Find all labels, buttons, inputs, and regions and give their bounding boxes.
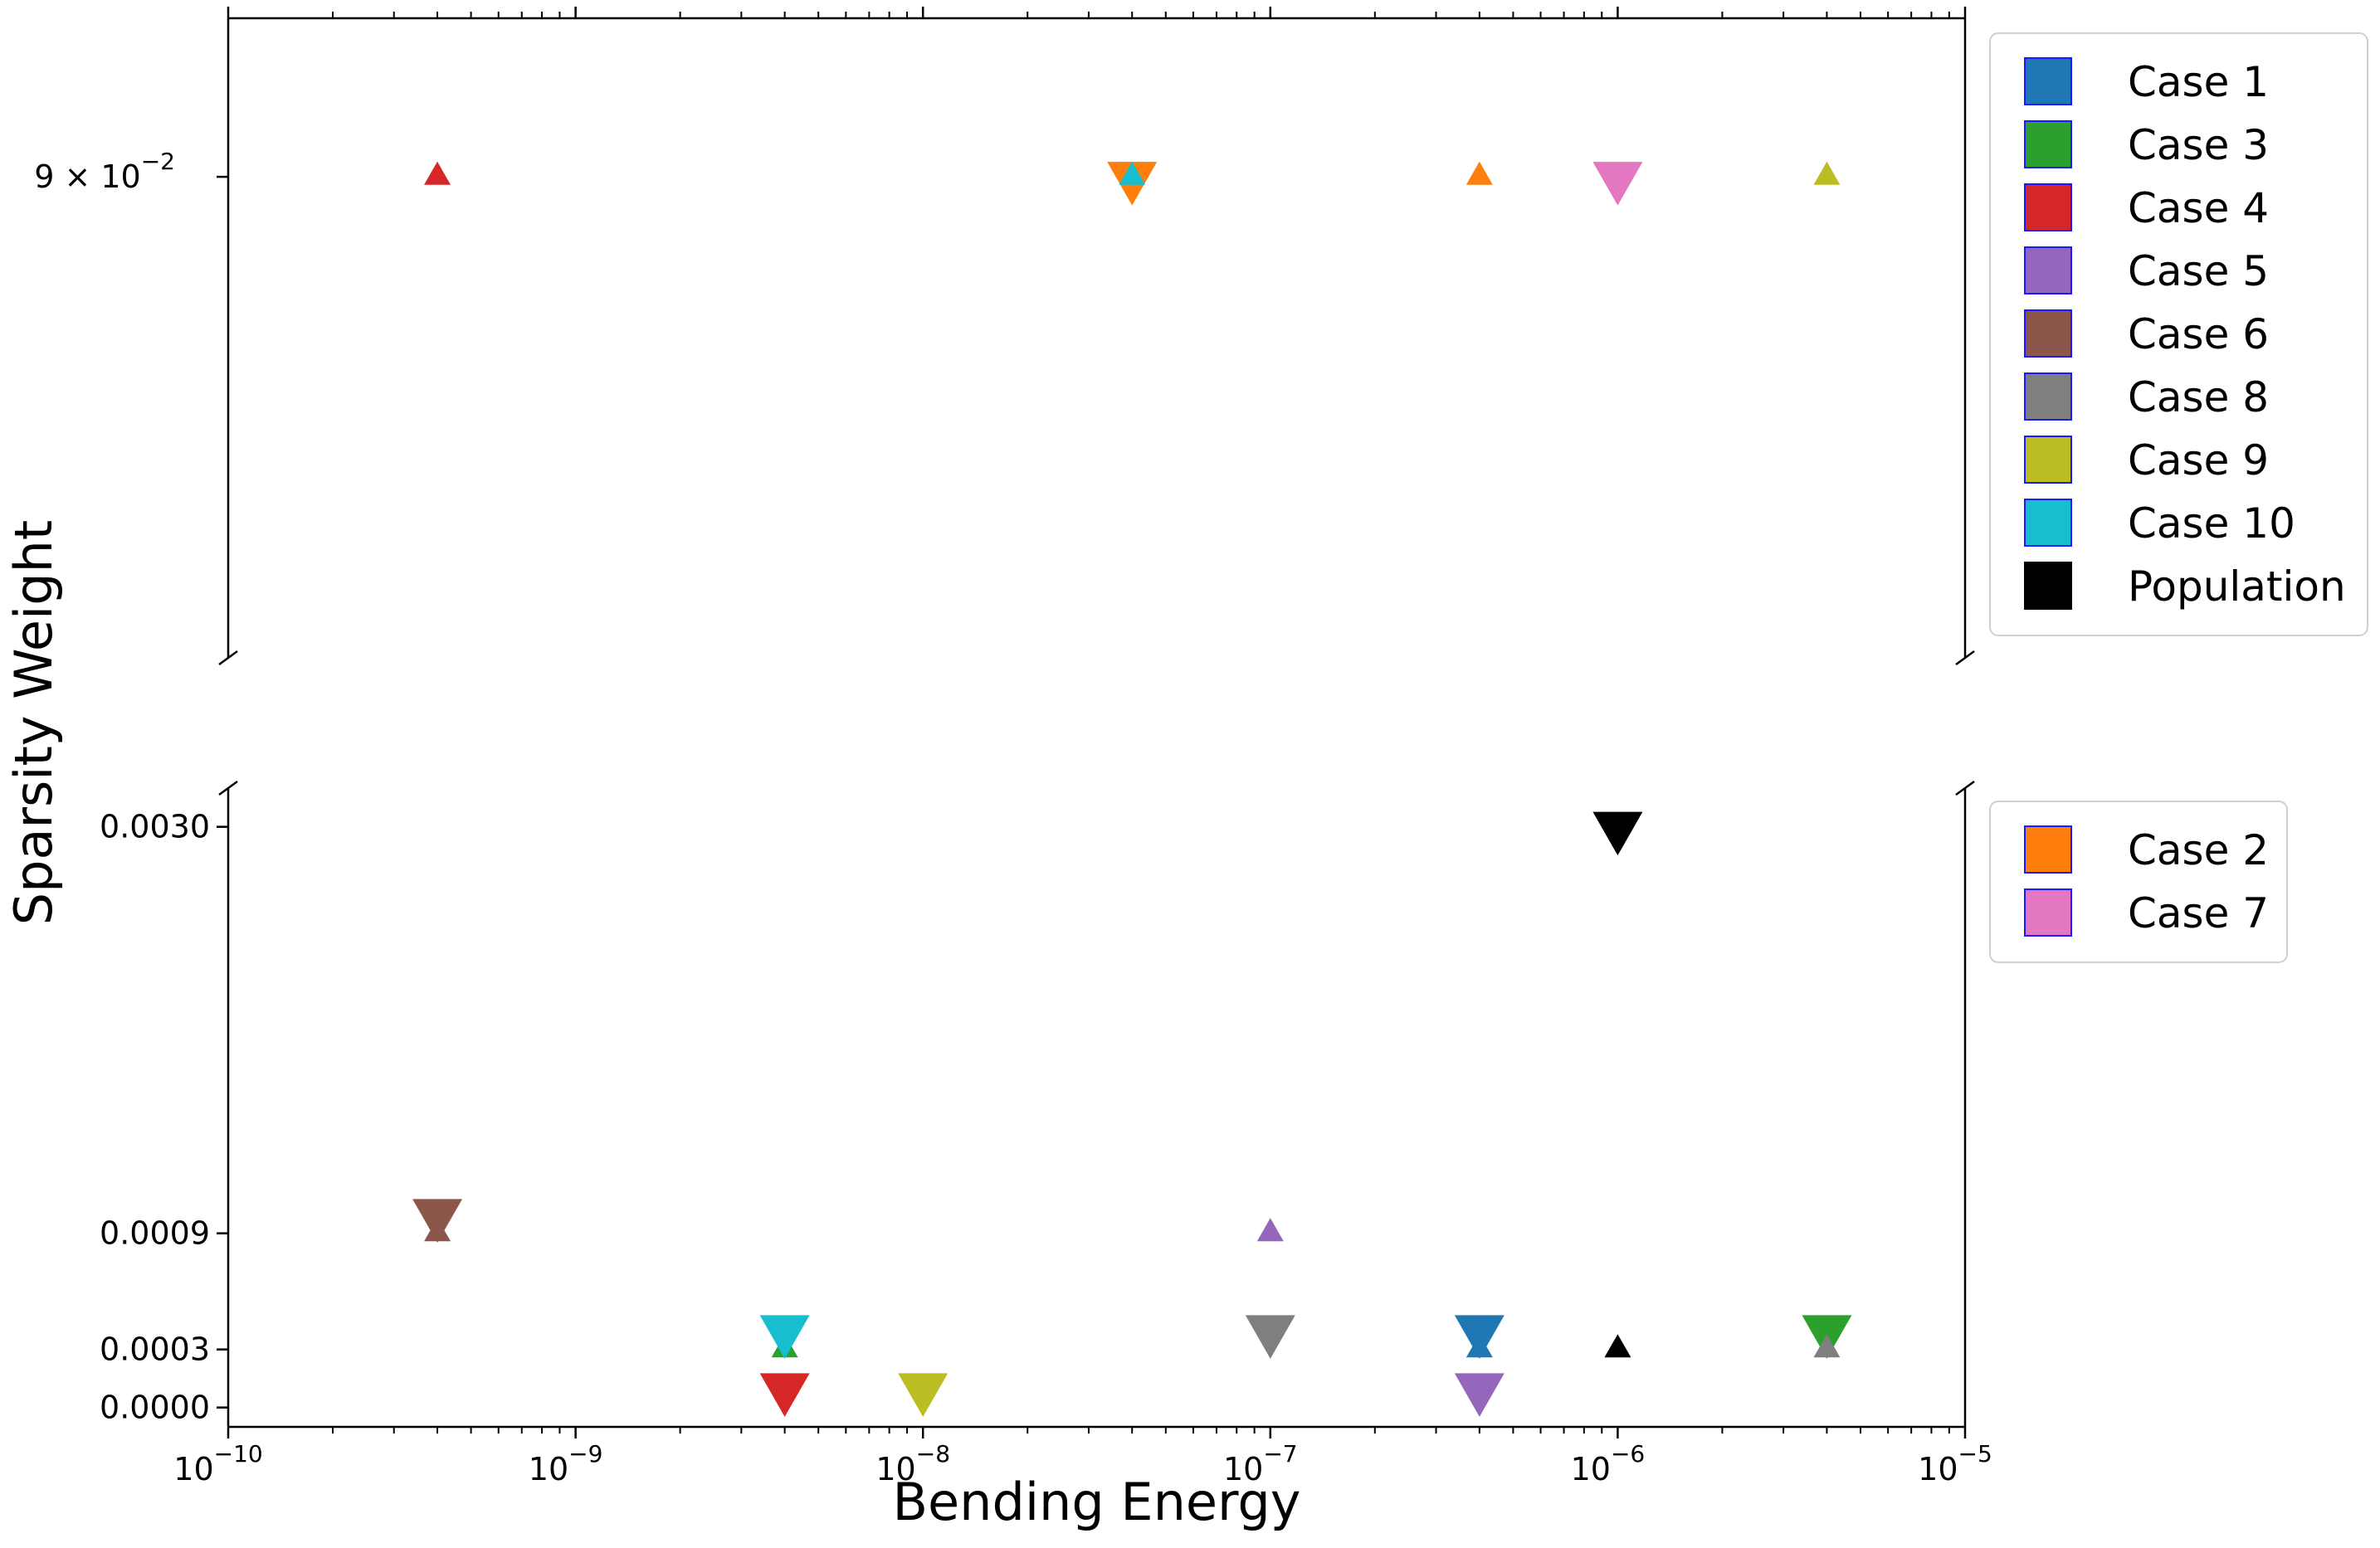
- legend-label-case-7: Case 7: [2128, 889, 2269, 937]
- x-tick-label: 10−5: [1918, 1440, 1992, 1487]
- case-9-point-triangle-down: [898, 1373, 949, 1417]
- legend-swatch-case-7: [2024, 888, 2072, 937]
- legend-label-case-4: Case 4: [2128, 184, 2269, 232]
- legend-swatch-case-5: [2024, 246, 2072, 295]
- legend-swatch-case-6: [2024, 309, 2072, 358]
- case-8-point-triangle-up: [1813, 1334, 1841, 1358]
- legend-swatch-case-8: [2024, 372, 2072, 421]
- legend-swatch-case-4: [2024, 183, 2072, 231]
- x-axis-label: Bending Energy: [893, 1472, 1301, 1532]
- axis-break-mark: [218, 650, 238, 666]
- legend-swatch-case-10: [2024, 499, 2072, 547]
- x-tick-label: 10−9: [529, 1440, 603, 1487]
- legend-label-case-8: Case 8: [2128, 373, 2269, 421]
- lower-y-tick-label: 0.0003: [100, 1331, 210, 1368]
- axis-break-mark: [1955, 780, 1975, 796]
- case-7-point-triangle-down: [1592, 162, 1643, 206]
- legend-swatch-case-1: [2024, 57, 2072, 105]
- legend-swatch-population: [2024, 562, 2072, 610]
- population-point-triangle-down: [1592, 811, 1643, 856]
- lower-y-tick-label: 0.0030: [100, 809, 210, 845]
- x-tick-label: 10−10: [173, 1440, 262, 1487]
- axis-break-mark: [218, 780, 238, 796]
- x-tick-label: 10−6: [1571, 1440, 1646, 1487]
- case-8-point-triangle-down: [1245, 1315, 1295, 1359]
- legend-swatch-case-2: [2024, 825, 2072, 874]
- upper-y-tick-label: 9 × 10−2: [34, 148, 175, 195]
- legend-label-case-9: Case 9: [2128, 436, 2269, 484]
- legend-label-case-5: Case 5: [2128, 247, 2269, 295]
- ticks-group: 10−10 10−9 10−8 10−7 10−6 10−5 9 × 10−2 0.0030 0…: [34, 7, 1992, 1487]
- points-group: [412, 161, 1852, 1417]
- case-9-point-triangle-up: [1813, 161, 1841, 185]
- case-6-point-triangle-down: [412, 1199, 463, 1243]
- axis-break-mark: [1955, 650, 1975, 666]
- y-axis-label: Sparsity Weight: [3, 520, 64, 925]
- legend-label-case-1: Case 1: [2128, 58, 2269, 106]
- legend-label-case-2: Case 2: [2128, 826, 2269, 874]
- lower-y-tick-label: 0.0000: [100, 1390, 210, 1426]
- legend-swatch-case-9: [2024, 436, 2072, 484]
- legend-label-case-10: Case 10: [2128, 499, 2295, 548]
- axes-group: [218, 17, 1975, 1429]
- case-10-point-triangle-down: [759, 1315, 810, 1359]
- case-1-point-triangle-down: [1454, 1315, 1505, 1359]
- population-point-triangle-up: [1604, 1334, 1631, 1358]
- legend-swatch-case-3: [2024, 120, 2072, 168]
- legend-box: [1989, 32, 2368, 636]
- x-tick-label: 10−7: [1223, 1440, 1298, 1487]
- legends-group: Case 1 Case 3 Case 4 Case 5 Case 6 Case 8 Case…: [1989, 32, 2368, 963]
- case-5-point-triangle-up: [1256, 1218, 1284, 1242]
- case-5-point-triangle-down: [1454, 1373, 1505, 1417]
- legend-label-population: Population: [2128, 562, 2346, 611]
- legend-label-case-6: Case 6: [2128, 310, 2269, 358]
- x-tick-label: 10−8: [875, 1440, 950, 1487]
- case-4-point-triangle-down: [759, 1373, 810, 1417]
- case-2-point-triangle-up: [1466, 161, 1493, 185]
- case-10-point-triangle-up: [1119, 161, 1146, 185]
- case-4-point-triangle-up: [424, 161, 451, 185]
- lower-y-tick-label: 0.0009: [100, 1215, 210, 1252]
- legend-label-case-3: Case 3: [2128, 121, 2269, 169]
